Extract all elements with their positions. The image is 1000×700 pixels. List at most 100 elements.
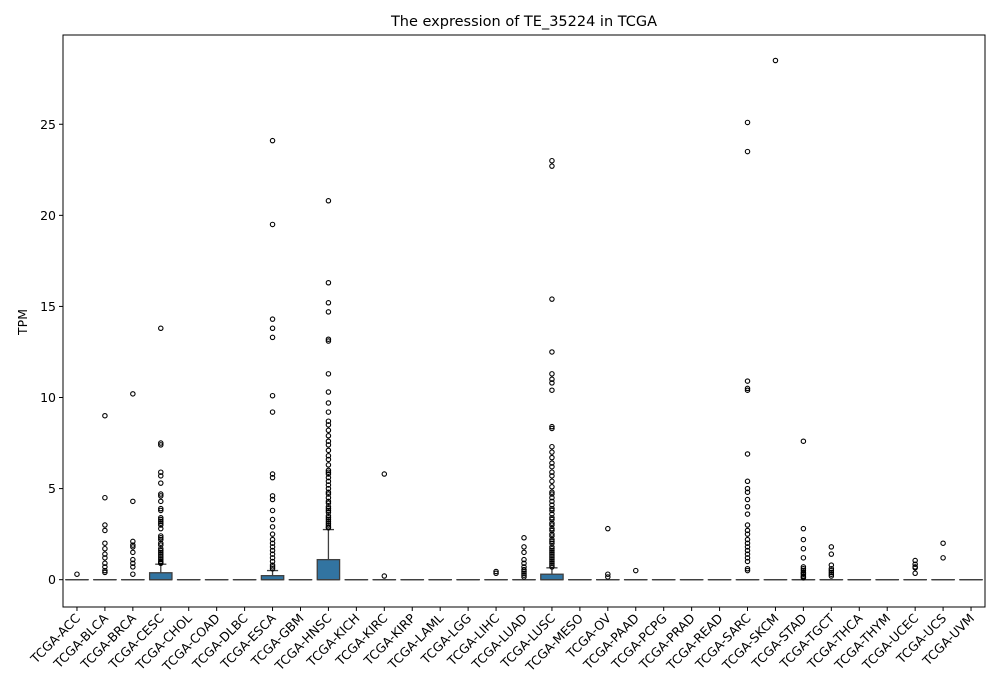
outlier-point	[912, 565, 918, 571]
outlier-point	[744, 119, 751, 126]
outlier-point	[744, 536, 751, 543]
outlier-point	[130, 542, 136, 548]
outlier-point	[605, 574, 611, 580]
outlier-point	[158, 473, 164, 479]
outlier-point	[325, 453, 332, 459]
outlier-point	[605, 525, 611, 532]
outlier-point	[549, 460, 555, 466]
outlier-point	[744, 558, 751, 565]
outlier-point	[102, 569, 108, 576]
outlier-point	[549, 560, 555, 567]
outlier-point	[549, 473, 555, 479]
outlier-point	[521, 574, 527, 580]
outlier-point	[549, 463, 555, 470]
outlier-point	[744, 547, 751, 554]
outlier-point	[325, 514, 332, 521]
outlier-point	[158, 535, 164, 541]
outlier-point	[521, 544, 527, 550]
outlier-point	[549, 540, 555, 546]
outlier-point	[269, 507, 276, 514]
box-group-tcga-lusc	[540, 157, 564, 581]
outlier-point	[744, 378, 751, 384]
outlier-point	[549, 380, 555, 386]
outlier-point	[940, 555, 946, 561]
outlier-point	[744, 551, 751, 557]
outlier-point	[912, 570, 918, 577]
outlier-point	[130, 556, 136, 563]
outlier-point	[744, 496, 751, 503]
chart-title: The expression of TE_35224 in TCGA	[390, 14, 657, 30]
outlier-point	[744, 544, 751, 550]
outlier-point	[102, 555, 108, 561]
outlier-point	[325, 509, 332, 516]
outlier-point	[549, 454, 555, 461]
outlier-point	[549, 531, 555, 537]
box-group-tcga-cesc	[148, 325, 173, 581]
outlier-point	[269, 544, 276, 550]
outlier-point	[325, 338, 332, 344]
outlier-point	[325, 442, 332, 448]
outlier-point	[158, 525, 164, 532]
outlier-point	[549, 507, 555, 514]
outlier-point	[130, 564, 136, 570]
outlier-point	[549, 469, 555, 475]
outlier-point	[269, 325, 276, 332]
outlier-point	[158, 522, 164, 528]
outlier-point	[102, 551, 108, 557]
outlier-point	[158, 518, 164, 525]
box-group-tcga-skcm	[763, 57, 788, 581]
outlier-point	[549, 163, 555, 169]
outlier-point	[325, 447, 332, 454]
outlier-point	[549, 425, 555, 432]
outlier-point	[772, 57, 779, 64]
outlier-point	[549, 551, 555, 557]
outlier-point	[549, 558, 555, 565]
outlier-point	[158, 480, 164, 486]
outlier-point	[158, 533, 164, 539]
outlier-point	[549, 423, 555, 430]
outlier-point	[744, 540, 751, 546]
outlier-point	[912, 561, 918, 567]
outlier-point	[325, 513, 332, 519]
outlier-point	[521, 556, 527, 563]
outlier-point	[102, 540, 108, 546]
outlier-point	[744, 522, 751, 528]
outlier-point	[549, 494, 555, 501]
outlier-point	[130, 549, 136, 556]
outlier-point	[269, 516, 276, 523]
outlier-point	[325, 474, 332, 481]
outlier-point	[325, 467, 332, 474]
outlier-point	[940, 540, 946, 546]
outlier-point	[325, 471, 332, 477]
outlier-point	[549, 553, 555, 559]
outlier-point	[158, 556, 164, 563]
outlier-point	[269, 558, 276, 565]
outlier-point	[493, 570, 499, 577]
outlier-point	[549, 491, 555, 497]
outlier-point	[493, 568, 499, 575]
plot-area: 0510152025TCGA-ACCTCGA-BLCATCGA-BRCATCGA…	[27, 34, 986, 675]
outlier-point	[102, 522, 108, 528]
outlier-point	[828, 551, 835, 557]
outlier-point	[325, 507, 332, 514]
outlier-point	[269, 555, 276, 561]
outlier-point	[325, 518, 332, 525]
outlier-point	[130, 560, 136, 567]
outlier-point	[800, 564, 807, 570]
outlier-point	[158, 493, 164, 499]
outlier-point	[269, 565, 276, 572]
outlier-point	[521, 570, 527, 577]
outlier-point	[102, 564, 108, 570]
outlier-point	[744, 387, 751, 393]
outlier-point	[800, 555, 807, 561]
outlier-point	[549, 545, 555, 552]
outlier-point	[549, 520, 555, 526]
outlier-point	[549, 511, 555, 517]
outlier-point	[325, 300, 332, 306]
y-tick-label: 5	[48, 481, 56, 496]
outlier-point	[269, 564, 276, 570]
box-group-tcga-ucec	[903, 557, 927, 581]
outlier-point	[158, 547, 164, 554]
